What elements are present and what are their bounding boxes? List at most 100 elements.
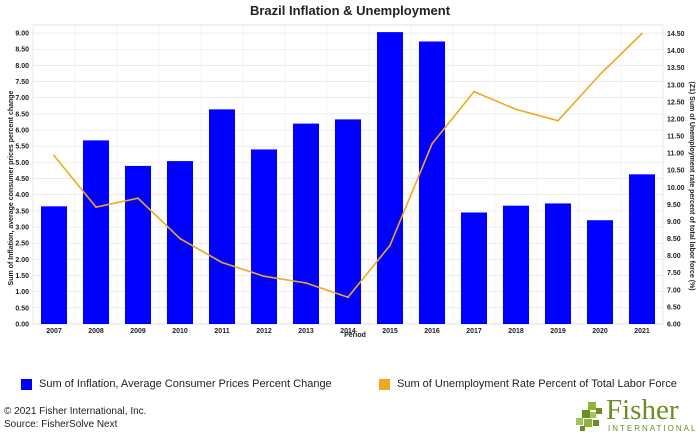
legend-swatch-unemployment — [379, 378, 390, 390]
y2-tick-label: 6.50 — [667, 304, 681, 311]
x-tick-label: 2011 — [214, 328, 229, 335]
y-tick-label: 3.50 — [15, 208, 29, 215]
x-axis: 2007 2008 2009 2010 2011 2012 2013 2014 2015 2016… — [46, 328, 650, 335]
source-text: Source: FisherSolve Next — [4, 419, 118, 430]
x-tick-label: 2019 — [550, 328, 566, 335]
x-tick-label: 2018 — [508, 328, 524, 335]
x-tick-label: 2010 — [172, 328, 188, 335]
legend-swatch-inflation — [21, 378, 32, 390]
fisher-logo: Fisher INTERNATIONAL — [572, 394, 695, 436]
x-tick-label: 2016 — [424, 328, 440, 335]
bar-2012 — [250, 149, 278, 324]
y-tick-label: 3.00 — [15, 225, 29, 232]
bar-2018 — [502, 205, 530, 324]
x-tick-label: 2015 — [382, 328, 398, 335]
y2-tick-label: 9.00 — [667, 219, 681, 226]
bar-2007 — [40, 206, 68, 324]
bar-2013 — [292, 123, 320, 324]
bar-2016 — [418, 41, 446, 324]
y2-tick-label: 8.00 — [667, 253, 681, 260]
x-tick-label: 2009 — [130, 328, 146, 335]
line-point-2011 — [221, 261, 223, 264]
bar-2011 — [208, 109, 236, 324]
y-axis-left: 0.00 0.50 1.00 1.50 2.00 2.50 3.00 3.50 4.00 4.50… — [15, 31, 29, 329]
y2-tick-label: 6.00 — [667, 322, 681, 329]
footer: © 2021 Fisher International, Inc. Source… — [4, 405, 146, 431]
bar-2009 — [124, 165, 152, 324]
y-tick-label: 0.00 — [15, 322, 29, 329]
x-tick-label: 2014 — [340, 328, 356, 335]
x-tick-label: 2021 — [634, 328, 650, 335]
line-point-2018 — [515, 108, 517, 111]
y-tick-label: 6.00 — [15, 128, 29, 135]
line-point-2015 — [389, 244, 391, 247]
line-point-2012 — [263, 275, 265, 278]
chart-title: Brazil Inflation & Unemployment — [250, 3, 451, 18]
bar-2017 — [460, 212, 488, 324]
y-axis-right: 6.00 6.50 7.00 7.50 8.00 8.50 9.00 9.50 10.00 10.… — [667, 31, 685, 328]
y-tick-label: 8.50 — [15, 47, 29, 54]
y-tick-label: 6.50 — [15, 111, 29, 118]
y-tick-label: 7.00 — [15, 95, 29, 102]
y2-tick-label: 9.50 — [667, 202, 681, 209]
legend-item-inflation: Sum of Inflation, Average Consumer Price… — [21, 378, 332, 390]
line-series — [53, 32, 643, 299]
y-tick-label: 4.50 — [15, 176, 29, 183]
bar-2020 — [586, 220, 614, 324]
y-tick-label: 2.00 — [15, 257, 29, 264]
y-axis-label: Sum of Inflation, average consumer price… — [8, 90, 15, 285]
y2-tick-label: 14.50 — [667, 31, 685, 38]
bar-2010 — [166, 161, 194, 324]
y-tick-label: 9.00 — [15, 31, 29, 38]
y-tick-label: 5.50 — [15, 144, 29, 151]
bar-2015 — [376, 32, 404, 324]
y2-tick-label: 11.50 — [667, 134, 684, 141]
copyright-text: © 2021 Fisher International, Inc. — [4, 406, 147, 417]
bar-2008 — [82, 140, 110, 324]
y2-tick-label: 12.50 — [667, 99, 685, 106]
x-tick-label: 2007 — [46, 328, 62, 335]
x-tick-label: 2013 — [298, 328, 314, 335]
y2-tick-label: 10.00 — [667, 185, 685, 192]
legend-item-unemployment: Sum of Unemployment Rate Percent of Tota… — [379, 378, 677, 390]
y2-tick-label: 13.50 — [667, 65, 685, 72]
y-tick-label: 7.50 — [15, 79, 29, 86]
line-point-2010 — [179, 237, 181, 240]
logo-name: Fisher — [606, 394, 679, 426]
logo-mark-icon — [576, 402, 602, 431]
logo-subtitle: INTERNATIONAL — [608, 424, 698, 433]
line-point-2020 — [599, 73, 601, 76]
x-tick-label: 2012 — [256, 328, 272, 335]
y2-tick-label: 12.00 — [667, 116, 685, 123]
y2-tick-label: 7.50 — [667, 270, 681, 277]
legend: Sum of Inflation, Average Consumer Price… — [0, 378, 700, 394]
x-axis-label: Period — [344, 332, 366, 339]
line-point-2014 — [347, 296, 349, 299]
y2-tick-label: 10.50 — [667, 168, 685, 175]
y2-tick-label: 11.00 — [667, 151, 684, 158]
line-point-2017 — [473, 90, 475, 93]
y2-tick-label: 7.00 — [667, 287, 681, 294]
line-point-2008 — [95, 206, 97, 209]
y2-tick-label: 14.00 — [667, 48, 685, 55]
line-point-2019 — [557, 119, 559, 122]
y-tick-label: 1.00 — [15, 289, 29, 296]
y-tick-label: 8.00 — [15, 63, 29, 70]
y2-axis-label: (Z1) Sum of Unemployment rate percent of… — [688, 81, 695, 290]
bar-series — [40, 32, 656, 324]
y-tick-label: 4.00 — [15, 192, 29, 199]
line-point-2007 — [53, 154, 55, 157]
line-point-2021 — [641, 32, 643, 35]
bar-2019 — [544, 203, 572, 324]
bar-2014 — [334, 119, 362, 324]
y2-tick-label: 8.50 — [667, 236, 681, 243]
y-tick-label: 5.00 — [15, 160, 29, 167]
y-tick-label: 1.50 — [15, 273, 29, 280]
y-tick-label: 0.50 — [15, 305, 29, 312]
y-tick-label: 2.50 — [15, 241, 29, 248]
line-point-2016 — [431, 143, 433, 145]
line-point-2013 — [305, 282, 307, 284]
bar-2021 — [628, 174, 656, 324]
legend-label-inflation: Sum of Inflation, Average Consumer Price… — [39, 378, 332, 390]
